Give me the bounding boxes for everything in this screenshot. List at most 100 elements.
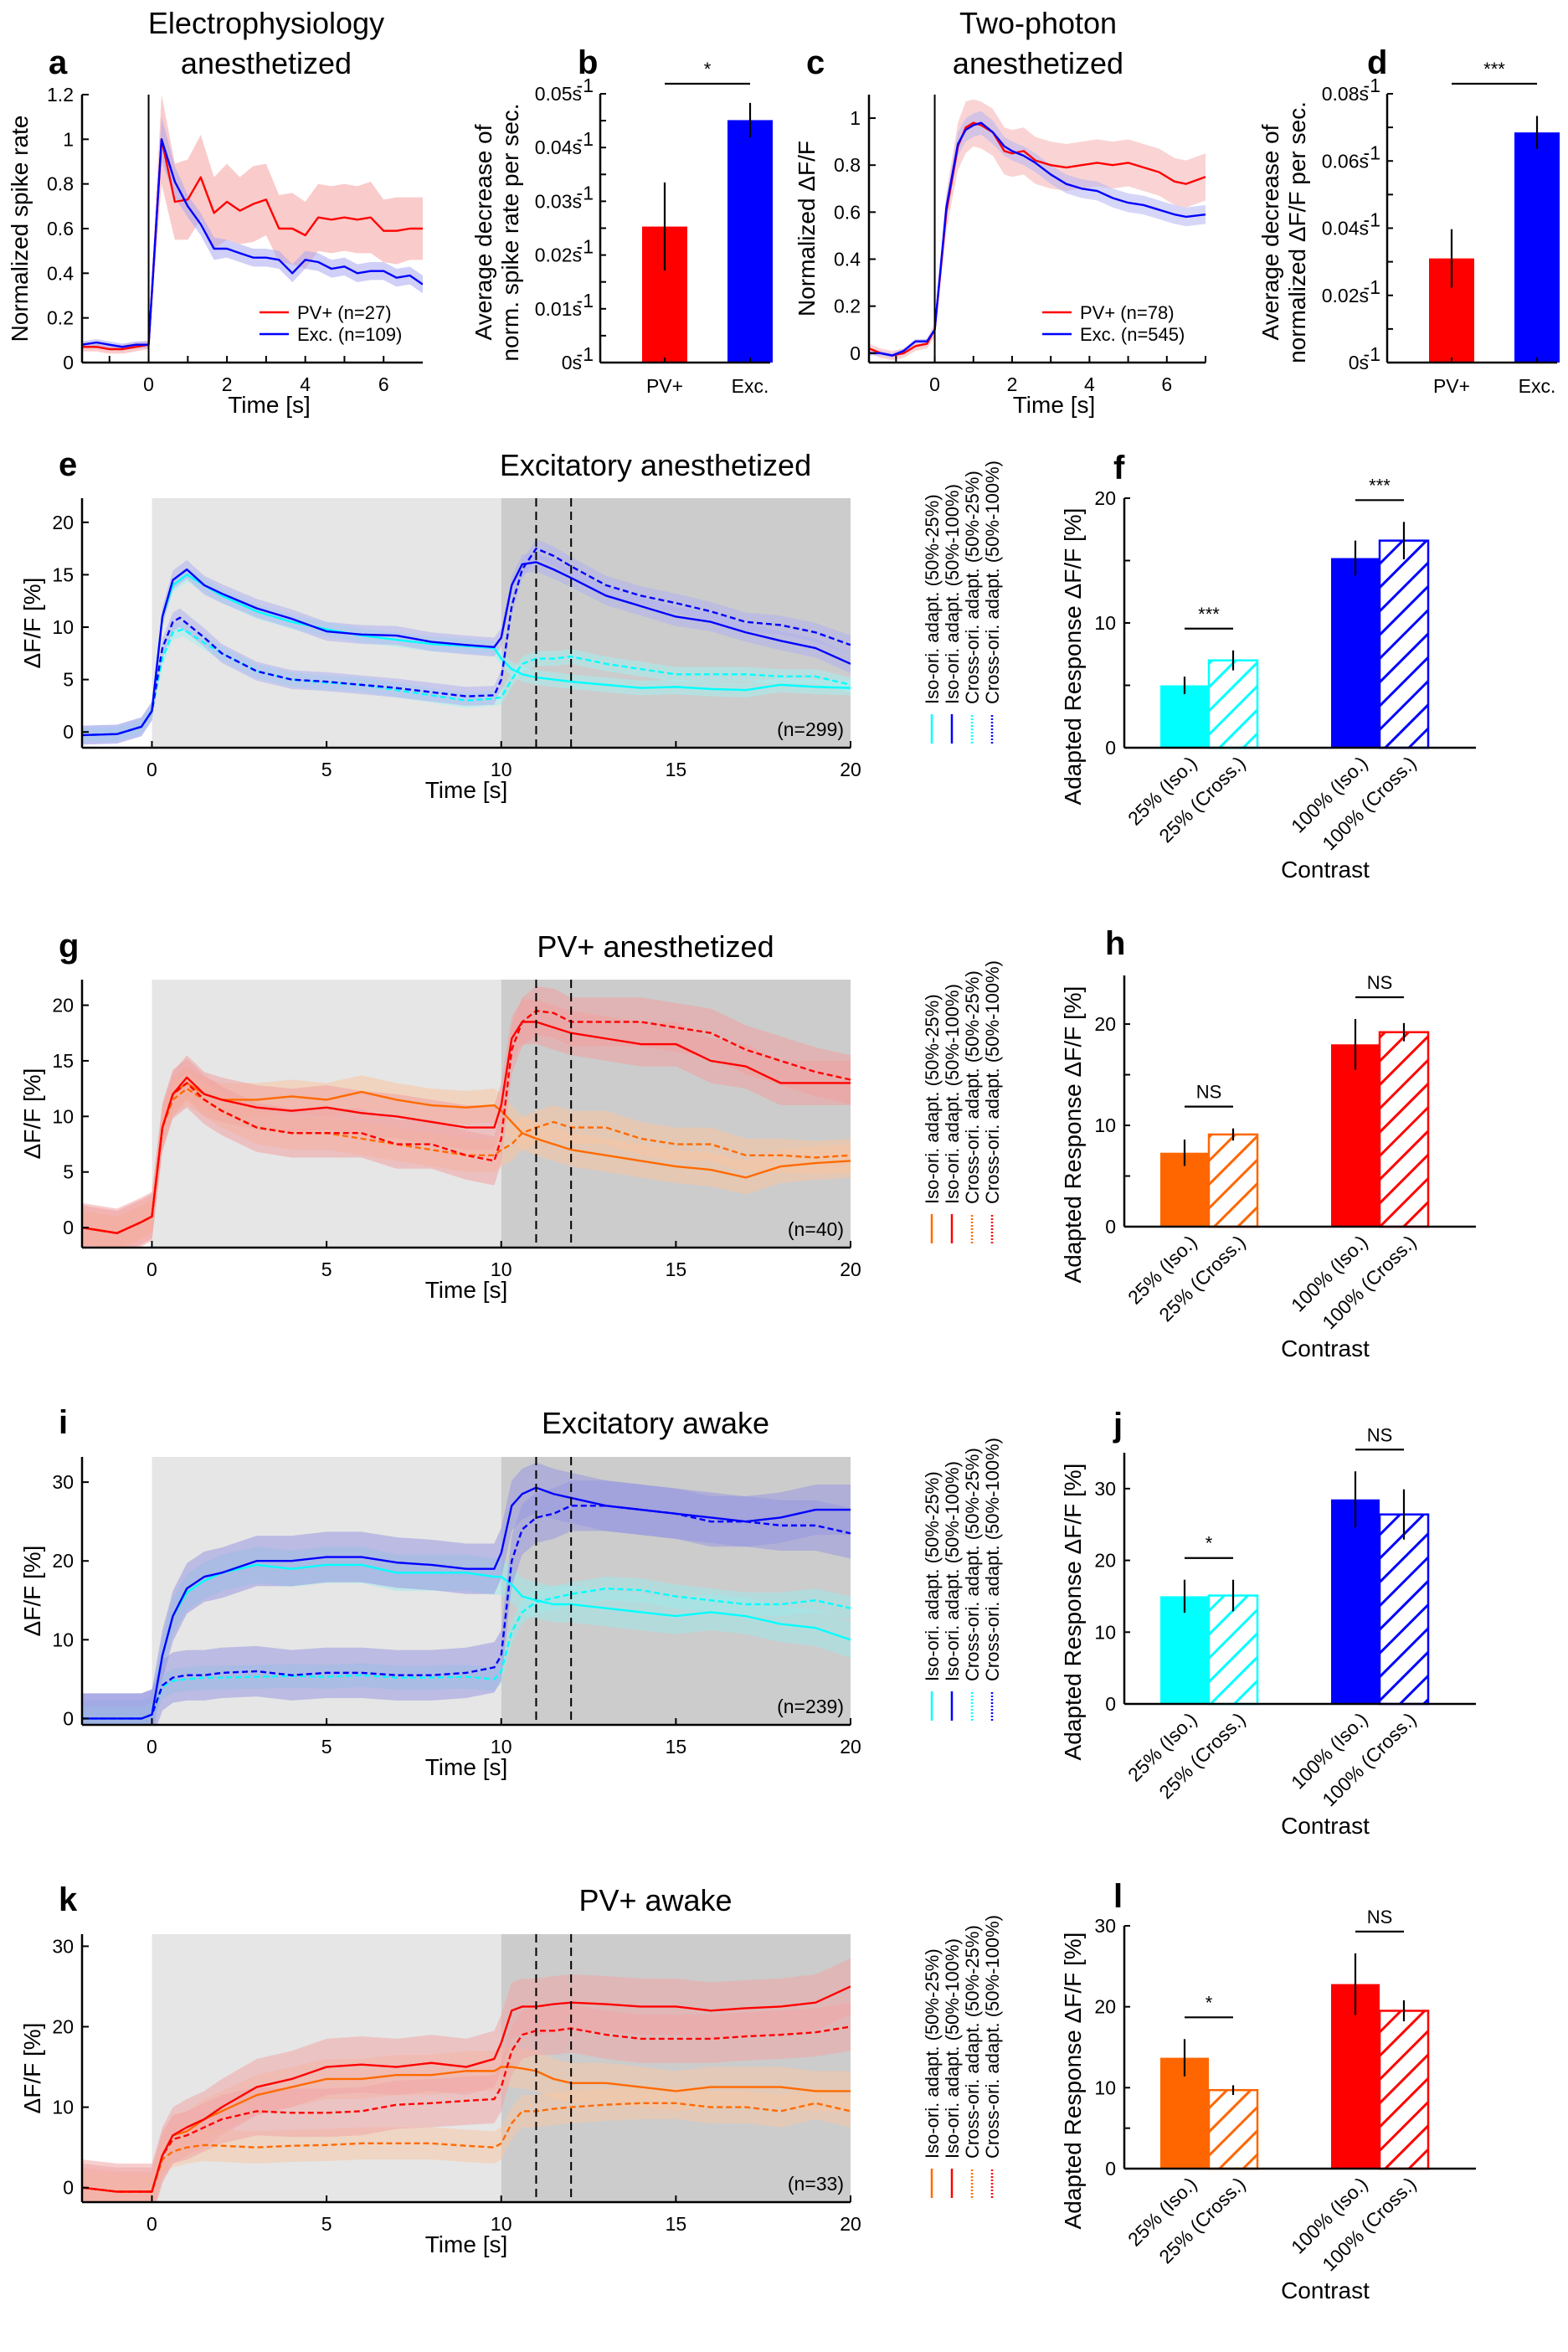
x-tick-label: 10	[491, 759, 512, 780]
y-axis-label: Adapted Response ΔF/F [%]	[1060, 1933, 1086, 2230]
panel-letter: d	[1367, 44, 1387, 81]
error-band-3	[82, 538, 851, 745]
y-tick-label: 0	[1105, 2158, 1116, 2180]
panel-i: i Excitatory awake 0 5 10 15 20 0 10 20 30 Time [s]…	[19, 1404, 1003, 1780]
legend-label: PV+ (n=78)	[1080, 302, 1175, 323]
y-tick-label: 20	[52, 995, 74, 1016]
y-axis-label: Adapted Response ΔF/F [%]	[1060, 508, 1086, 805]
y-tick-label: 0	[63, 1217, 74, 1238]
bar-3	[1378, 539, 1430, 749]
y-tick-label: 10	[52, 1105, 74, 1127]
y-tick-label: 10	[1094, 1114, 1116, 1136]
y-tick-label: 0	[63, 2177, 74, 2199]
legend-label: Cross-ori. adapt. (50%-100%)	[982, 461, 1003, 704]
y-axis-label: Adapted Response ΔF/F [%]	[1060, 986, 1086, 1284]
error-band-3	[82, 2002, 851, 2202]
legend-label: Iso-ori. adapt. (50%-100%)	[942, 1461, 963, 1681]
error-band-2	[82, 2087, 851, 2202]
x-axis-label: Contrast	[1281, 1813, 1370, 1839]
y-tick-label: 1	[850, 107, 861, 129]
panel-e: e Excitatory anesthetized 0 5 10 15 20 0 5 10 15 20…	[19, 446, 1003, 803]
y-axis-label: Adapted Response ΔF/F [%]	[1060, 1464, 1086, 1761]
y-tick-label: 0	[850, 342, 861, 364]
y-tick-label: 1	[63, 128, 74, 150]
y-tick-label: 5	[63, 1161, 74, 1183]
legend-label: Cross-ori. adapt. (50%-25%)	[962, 471, 983, 704]
panel-j: j25% (Iso.)25% (Cross.) 100% (Iso.)100% (…	[1060, 1407, 1476, 1839]
x-axis-label: Contrast	[1281, 2277, 1370, 2303]
panel-letter: l	[1113, 1878, 1123, 1915]
x-tick-label: 5	[321, 1736, 332, 1758]
y-tick-label: 0	[63, 1707, 74, 1729]
x-tick-label: 5	[321, 1258, 332, 1280]
x-axis-label: Contrast	[1281, 1336, 1370, 1361]
plot-area	[869, 99, 1206, 361]
plot-area	[82, 95, 423, 354]
significance-label: *	[1206, 1533, 1213, 1554]
panel-title: PV+ awake	[578, 1883, 732, 1917]
x-axis-label: Time [s]	[425, 1754, 508, 1780]
significance-label: *	[1206, 1992, 1213, 2013]
y-tick-label: 10	[52, 1629, 74, 1650]
y-tick-exponent: -1	[577, 236, 594, 258]
x-tick-label: 5	[321, 759, 332, 780]
panel-letter: k	[59, 1881, 78, 1918]
x-tick-label: Exc.	[1519, 375, 1556, 397]
y-tick-label: 0.01s	[535, 298, 582, 320]
x-tick-label: 10	[491, 1258, 512, 1280]
y-tick-label: 10	[1094, 612, 1116, 634]
y-tick-exponent: -1	[1364, 142, 1380, 163]
n-count-label: (n=40)	[788, 1218, 844, 1240]
y-tick-label: 5	[63, 669, 74, 691]
x-tick-label: 20	[840, 759, 861, 780]
x-tick-label: 15	[666, 1258, 687, 1280]
x-tick-label: 5	[321, 2213, 332, 2235]
panel-c: c Two-photon anesthetized 0 2 4 6 0 0.2 0.4 0.6 0.8…	[794, 6, 1206, 418]
x-tick-label: 0	[147, 2213, 157, 2235]
y-tick-label: 0.2	[47, 307, 74, 329]
legend-label: Iso-ori. adapt. (50%-25%)	[922, 494, 943, 704]
y-axis-label: Average decrease of	[470, 124, 496, 340]
legend-label: Iso-ori. adapt. (50%-25%)	[922, 1948, 943, 2159]
x-tick-label: 20	[840, 2213, 861, 2235]
x-axis-label: Time [s]	[425, 2231, 508, 2257]
y-tick-label: 10	[1094, 2077, 1116, 2098]
x-tick-label: 15	[666, 1736, 687, 1758]
y-tick-label: 30	[52, 1471, 74, 1493]
error-band-3	[82, 1480, 851, 1725]
panel-title: PV+ anesthetized	[537, 929, 774, 964]
y-tick-exponent: -1	[577, 75, 594, 96]
x-tick-label: 20	[840, 1736, 861, 1758]
panel-h: h25% (Iso.)25% (Cross.) 100% (Iso.)100% (…	[1060, 925, 1476, 1361]
y-tick-exponent: -1	[1364, 75, 1380, 96]
bar-3	[1378, 2010, 1430, 2170]
panel-a: a Electrophysiology anesthetized 0 2 4 6 0 0.2 0.…	[7, 6, 423, 418]
x-axis-label: Time [s]	[1013, 392, 1096, 418]
x-tick-label: PV+	[646, 375, 683, 397]
series-line-0	[82, 138, 423, 351]
y-tick-label: 0s	[562, 352, 582, 373]
series-line-1	[869, 121, 1206, 357]
y-tick-label: 20	[52, 2016, 74, 2038]
panel-d: dPV+ Exc.***0s-10.02s-10.04s-10.06s-10.08…	[1257, 44, 1560, 397]
y-tick-exponent: -1	[577, 128, 594, 150]
n-count-label: (n=239)	[777, 1696, 844, 1717]
series-line-2	[82, 1587, 851, 1720]
x-axis-label: Time [s]	[425, 777, 508, 803]
series-line-3	[82, 547, 851, 737]
legend-label: Cross-ori. adapt. (50%-25%)	[962, 1448, 983, 1681]
y-tick-label: 0	[1105, 1693, 1116, 1715]
y-tick-label: 0	[1105, 737, 1116, 759]
panel-letter: i	[59, 1404, 68, 1441]
y-tick-label: 20	[52, 1550, 74, 1572]
x-axis-label: Time [s]	[425, 1277, 508, 1303]
series-line-3	[82, 1009, 851, 1234]
y-tick-label: 30	[1094, 1478, 1116, 1500]
legend-label: Exc. (n=109)	[297, 324, 402, 345]
series-line-1	[82, 561, 851, 737]
bar-1	[1207, 659, 1259, 749]
panel-k: k PV+ awake 0 5 10 15 20 0 10 20 30 Time [s] ΔF/F [%…	[19, 1881, 1003, 2257]
panel-letter: f	[1113, 450, 1125, 486]
x-tick-label: PV+	[1433, 375, 1470, 397]
panel-letter: g	[59, 928, 79, 965]
